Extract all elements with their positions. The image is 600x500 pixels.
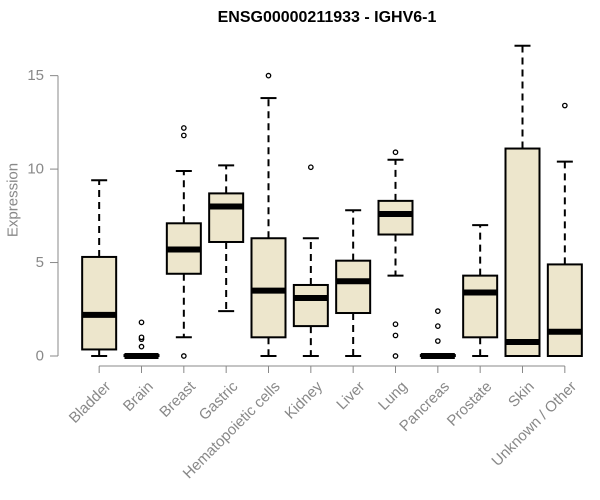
box-bladder: [81, 179, 118, 357]
outlier-point: [392, 149, 399, 156]
x-tick-label: Bladder: [66, 378, 115, 427]
box-iqr: [462, 274, 499, 339]
box-iqr: [292, 283, 329, 328]
outlier-point: [138, 334, 145, 341]
box-prostate: [462, 224, 499, 357]
box-liver: [335, 209, 372, 357]
outlier-point: [138, 343, 145, 350]
outlier-point: [434, 323, 441, 329]
box-lung: [377, 149, 414, 359]
box-iqr: [546, 263, 583, 357]
outlier-point: [434, 338, 441, 344]
x-tick-label: Breast: [156, 378, 199, 421]
outlier-point: [392, 332, 399, 339]
x-tick-label: Skin: [505, 378, 538, 411]
box-unknown-other: [546, 102, 583, 357]
box-iqr: [208, 192, 245, 243]
outlier-point: [180, 353, 187, 359]
box-breast: [165, 125, 202, 359]
box-iqr: [377, 199, 414, 236]
box-hematopoietic-cells: [250, 72, 287, 357]
outlier-point: [180, 132, 187, 139]
x-tick-label: Prostate: [444, 378, 496, 430]
box-brain: [123, 319, 160, 359]
box-iqr: [81, 255, 118, 351]
outlier-point: [265, 72, 272, 79]
boxes: [81, 44, 583, 359]
x-tick-label: Liver: [333, 378, 368, 413]
x-tick-label: Kidney: [282, 378, 327, 423]
y-tick-label: 0: [36, 348, 44, 365]
box-gastric: [208, 164, 245, 313]
y-axis-label: Expression: [4, 163, 21, 237]
outlier-point: [307, 164, 314, 171]
outlier-point: [392, 353, 399, 359]
outlier-point: [138, 319, 145, 326]
box-iqr: [335, 259, 372, 315]
box-iqr: [504, 147, 541, 357]
x-tick-label: Brain: [120, 378, 157, 415]
y-tick-label: 10: [27, 161, 44, 178]
box-kidney: [292, 164, 329, 357]
chart-title: ENSG00000211933 - IGHV6-1: [218, 9, 437, 26]
outlier-point: [434, 308, 441, 314]
box-skin: [504, 44, 541, 357]
outlier-point: [180, 125, 187, 131]
x-tick-label: Lung: [375, 378, 411, 414]
y-axis: 0 5 10 15: [27, 67, 59, 365]
y-tick-label: 15: [27, 67, 44, 84]
outlier-point: [561, 102, 568, 109]
y-tick-label: 5: [36, 254, 44, 271]
outlier-point: [392, 321, 399, 328]
box-pancreas: [419, 308, 456, 359]
